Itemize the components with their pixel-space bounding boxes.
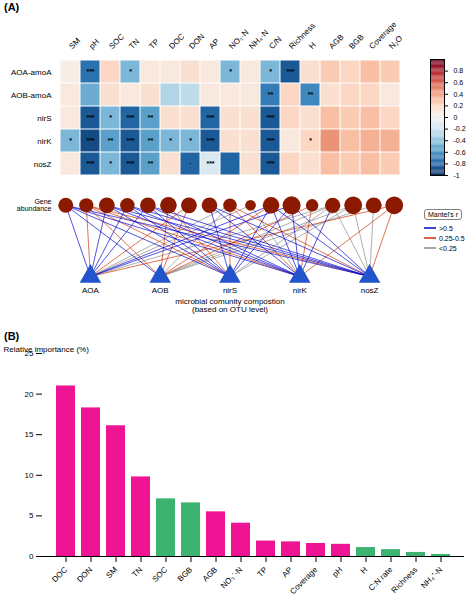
svg-text:TN: TN: [130, 565, 144, 579]
svg-text:15: 15: [25, 430, 34, 439]
svg-text:microbial comunity compostion(: microbial comunity compostion(based on O…: [175, 297, 284, 314]
svg-text:-0.4: -0.4: [454, 137, 466, 144]
svg-text:Richness: Richness: [287, 21, 317, 51]
svg-text:nirS: nirS: [223, 286, 237, 295]
svg-text:AOB-amoA: AOB-amoA: [11, 91, 52, 100]
svg-text:*: *: [229, 68, 232, 75]
svg-text:AOA: AOA: [82, 286, 100, 295]
svg-text:***: ***: [86, 114, 94, 121]
svg-text:0: 0: [454, 114, 458, 121]
svg-text:H: H: [359, 565, 370, 576]
svg-text:*: *: [109, 114, 112, 121]
svg-text:BGB: BGB: [176, 565, 194, 583]
svg-text:TP: TP: [256, 565, 270, 579]
svg-text:*: *: [129, 68, 132, 75]
svg-text:pH: pH: [87, 37, 101, 51]
svg-text:pH: pH: [331, 565, 345, 579]
svg-text:AP: AP: [280, 565, 294, 579]
svg-text:-0.6: -0.6: [454, 149, 466, 156]
html-text:>0.5: >0.5: [439, 224, 453, 232]
svg-text:SOC: SOC: [151, 565, 170, 584]
svg-text:***: ***: [266, 137, 274, 144]
svg-text:Relative importance (%): Relative importance (%): [4, 345, 90, 354]
svg-text:0.2: 0.2: [454, 102, 464, 109]
svg-text:*: *: [269, 68, 272, 75]
svg-text:Geneabundance: Geneabundance: [17, 198, 52, 212]
svg-text:0.4: 0.4: [454, 91, 464, 98]
svg-text:N₂O: N₂O: [387, 34, 404, 51]
html-text:(A): (A): [4, 1, 20, 13]
svg-text:NH₄·N: NH₄·N: [247, 28, 270, 51]
svg-text:nirS: nirS: [37, 114, 51, 123]
svg-text:***: ***: [86, 68, 94, 75]
svg-text:SM: SM: [67, 36, 82, 51]
svg-text:-1: -1: [454, 172, 460, 179]
svg-text:C/N: C/N: [267, 35, 283, 51]
svg-text:20: 20: [25, 390, 34, 399]
svg-text:5: 5: [29, 511, 34, 520]
svg-text:-0.2: -0.2: [454, 125, 466, 132]
html-text:Mantel's r: Mantel's r: [428, 211, 459, 218]
svg-text:*: *: [189, 137, 192, 144]
svg-text:AGB: AGB: [201, 565, 219, 583]
svg-text:***: ***: [266, 114, 274, 121]
svg-text:·: ·: [189, 160, 191, 167]
svg-text:DOC: DOC: [50, 565, 69, 584]
svg-text:DOC: DOC: [167, 32, 186, 51]
svg-text:AP: AP: [207, 37, 221, 51]
svg-text:*: *: [109, 160, 112, 167]
svg-text:nirK: nirK: [293, 286, 308, 295]
svg-text:nirK: nirK: [37, 137, 52, 146]
svg-text:***: ***: [266, 160, 274, 167]
svg-text:SOC: SOC: [107, 32, 126, 51]
svg-text:BGB: BGB: [347, 33, 365, 51]
svg-text:***: ***: [206, 137, 214, 144]
svg-text:AOB: AOB: [152, 286, 169, 295]
svg-text:***: ***: [206, 114, 214, 121]
svg-text:NO₃·N: NO₃·N: [227, 28, 250, 51]
svg-text:Coverage: Coverage: [288, 565, 319, 596]
html-text:<0.25: <0.25: [439, 244, 457, 252]
svg-text:SM: SM: [104, 565, 119, 580]
svg-text:TP: TP: [147, 37, 161, 51]
svg-text:***: ***: [86, 160, 94, 167]
html-text:0.25-0.5: 0.25-0.5: [439, 234, 465, 242]
svg-text:***: ***: [126, 160, 134, 167]
svg-text:**: **: [308, 91, 314, 98]
svg-text:**: **: [148, 137, 154, 144]
svg-text:***: ***: [86, 137, 94, 144]
svg-text:***: ***: [126, 114, 134, 121]
svg-text:*: *: [309, 137, 312, 144]
svg-text:0.8: 0.8: [454, 67, 464, 74]
svg-text:10: 10: [25, 471, 34, 480]
svg-text:TN: TN: [127, 37, 141, 51]
svg-text:DON: DON: [187, 32, 206, 51]
svg-text:Coverage: Coverage: [367, 20, 399, 51]
svg-text:AGB: AGB: [327, 33, 345, 51]
svg-text:0.6: 0.6: [454, 79, 464, 86]
svg-text:C:N rate: C:N rate: [366, 565, 395, 593]
svg-text:*: *: [69, 137, 72, 144]
svg-text:nosZ: nosZ: [34, 160, 52, 169]
svg-text:H: H: [307, 40, 318, 51]
svg-text:**: **: [148, 160, 154, 167]
svg-text:**: **: [268, 91, 274, 98]
svg-text:0: 0: [29, 552, 34, 561]
svg-text:NO₃⁻-N: NO₃⁻-N: [219, 565, 244, 590]
svg-text:NH₄⁺-N: NH₄⁺-N: [419, 565, 444, 590]
svg-text:DON: DON: [75, 565, 94, 584]
svg-text:**: **: [108, 137, 114, 144]
svg-text:***: ***: [206, 160, 214, 167]
svg-text:Richness: Richness: [390, 565, 420, 595]
svg-text:-0.8: -0.8: [454, 160, 466, 167]
svg-text:**: **: [148, 114, 154, 121]
svg-text:nosZ: nosZ: [361, 286, 379, 295]
svg-text:***: ***: [126, 137, 134, 144]
svg-text:***: ***: [286, 68, 294, 75]
svg-text:AOA-amoA: AOA-amoA: [11, 68, 52, 77]
svg-text:*: *: [169, 137, 172, 144]
html-text:(B): (B): [4, 330, 20, 342]
